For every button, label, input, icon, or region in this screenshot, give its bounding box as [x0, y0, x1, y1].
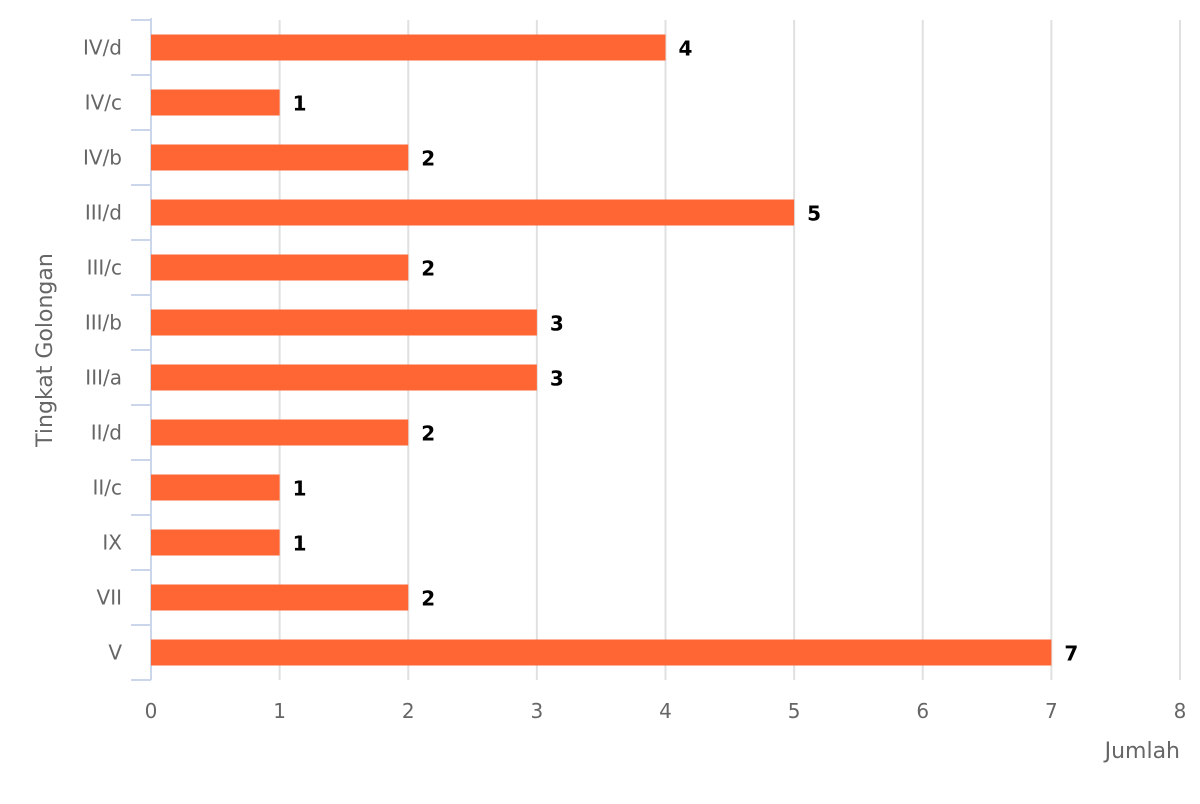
- data-label: 5: [807, 202, 821, 226]
- y-axis-title: Tingkat Golongan: [33, 253, 58, 448]
- y-category-label: V: [108, 641, 122, 665]
- bar: [151, 419, 409, 446]
- data-label: 2: [421, 147, 435, 171]
- labels: 0 1 2 3 4 5 6 7 8 IV/d 4 IV/c 1 IV/b 2 III/d 5 III/c 2 III/…: [83, 36, 1186, 724]
- bar: [151, 309, 537, 336]
- x-tick-label: 7: [1045, 699, 1058, 723]
- y-category-label: II/c: [92, 476, 122, 500]
- y-category-label: IV/d: [83, 36, 122, 60]
- bar: [151, 364, 537, 391]
- gridlines: [278, 20, 1181, 680]
- bar: [151, 529, 280, 556]
- x-tick-label: 0: [145, 699, 158, 723]
- y-category-label: III/b: [85, 311, 122, 335]
- x-axis-title: Jumlah: [1103, 739, 1180, 764]
- x-tick-label: 8: [1174, 699, 1187, 723]
- data-label: 7: [1064, 642, 1078, 666]
- y-category-label: III/a: [85, 366, 122, 390]
- x-tick-label: 1: [273, 699, 286, 723]
- y-category-label: VII: [97, 586, 122, 610]
- bar: [151, 199, 795, 226]
- y-category-label: III/d: [85, 201, 122, 225]
- x-tick-label: 3: [531, 699, 544, 723]
- y-category-label: IV/c: [85, 91, 122, 115]
- bar: [151, 89, 280, 116]
- y-category-label: IX: [102, 531, 122, 555]
- x-tick-label: 4: [659, 699, 672, 723]
- bar: [151, 474, 280, 501]
- y-category-label: III/c: [87, 256, 122, 280]
- axes: [131, 18, 152, 681]
- bar: [151, 34, 666, 61]
- data-label: 3: [550, 367, 564, 391]
- bar: [151, 144, 409, 171]
- bar: [151, 584, 409, 611]
- data-label: 1: [293, 92, 307, 116]
- data-label: 4: [679, 37, 693, 61]
- data-label: 1: [293, 532, 307, 556]
- bar: [151, 254, 409, 281]
- x-tick-label: 2: [402, 699, 415, 723]
- bar: [151, 639, 1052, 666]
- y-category-label: IV/b: [83, 146, 122, 170]
- data-label: 1: [293, 477, 307, 501]
- data-label: 2: [421, 587, 435, 611]
- data-label: 2: [421, 422, 435, 446]
- bars: [151, 34, 1052, 666]
- x-tick-label: 5: [788, 699, 801, 723]
- data-label: 3: [550, 312, 564, 336]
- data-label: 2: [421, 257, 435, 281]
- x-tick-label: 6: [916, 699, 929, 723]
- y-category-label: II/d: [91, 421, 122, 445]
